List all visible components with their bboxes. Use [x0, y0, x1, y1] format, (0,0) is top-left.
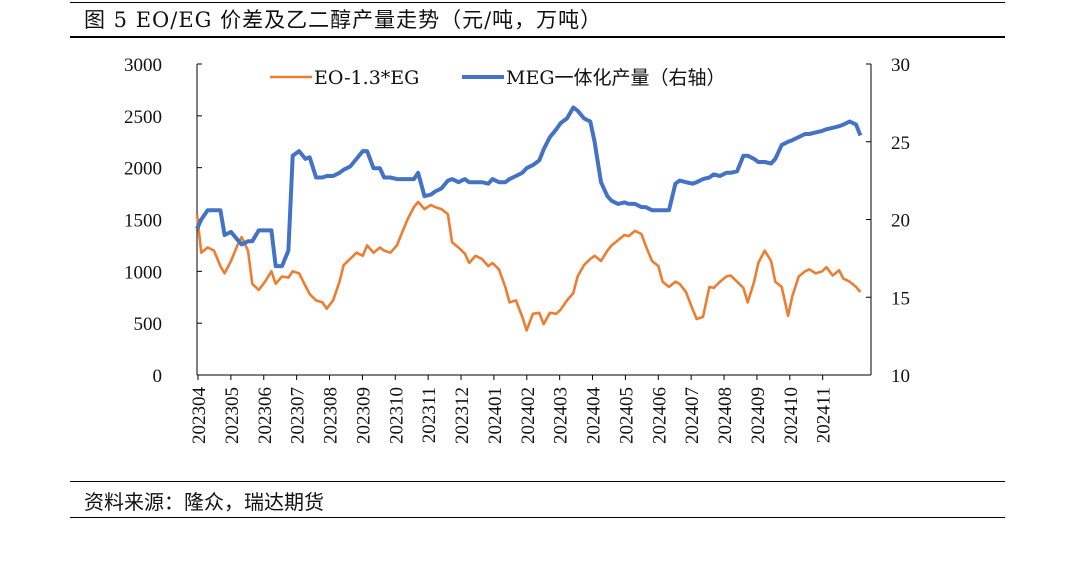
left-tick-label: 1500 — [124, 211, 162, 232]
left-tick-label: 2000 — [124, 159, 162, 180]
legend-spread-label: EO-1.3*EG — [314, 67, 419, 89]
eo-eg-spread-line — [195, 200, 862, 332]
right-tick-label: 10 — [891, 366, 910, 387]
x-tick-label: 202309 — [353, 387, 374, 444]
x-tick-label: 202411 — [814, 387, 835, 443]
x-tick-label: 202306 — [255, 387, 276, 444]
left-tick-label: 2500 — [124, 107, 162, 128]
x-tick-label: 202401 — [485, 387, 506, 444]
x-tick-label: 202304 — [189, 387, 210, 445]
source-top-rule — [70, 481, 1005, 482]
left-tick-label: 3000 — [124, 55, 162, 76]
x-tick-label: 202403 — [551, 387, 572, 444]
x-tick-label: 202308 — [321, 387, 342, 444]
x-tick-label: 202409 — [748, 387, 769, 444]
x-tick-label: 202402 — [518, 387, 539, 444]
x-tick-label: 202312 — [452, 387, 473, 444]
x-tick-label: 202408 — [715, 387, 736, 444]
right-tick-label: 30 — [891, 55, 910, 76]
x-tick-label: 202404 — [584, 387, 605, 445]
x-tick-label: 202410 — [781, 387, 802, 444]
top-rule — [70, 2, 1005, 3]
chart: 0 500 1000 1500 2000 2500 3000 10 15 20 25 30 202304… — [124, 55, 910, 445]
title-underline — [70, 36, 1005, 38]
x-tick-label: 202305 — [222, 387, 243, 444]
meg-output-line — [195, 105, 863, 269]
right-tick-label: 20 — [891, 211, 910, 232]
right-tick-label: 25 — [891, 133, 910, 154]
source-note: 资料来源：隆众，瑞达期货 — [84, 490, 324, 514]
x-tick-label: 202307 — [288, 387, 309, 444]
figure-title: 图 5 EO/EG 价差及乙二醇产量走势（元/吨，万吨） — [84, 8, 603, 32]
left-tick-label: 0 — [153, 366, 163, 387]
x-tick-label: 202406 — [649, 387, 670, 444]
x-tick-label: 202311 — [419, 387, 440, 443]
right-tick-label: 15 — [891, 288, 910, 309]
x-tick-label: 202405 — [616, 387, 637, 444]
left-tick-label: 500 — [134, 314, 163, 335]
bottom-rule — [70, 517, 1005, 518]
left-tick-label: 1000 — [124, 262, 162, 283]
x-tick-label: 202310 — [386, 387, 407, 444]
x-tick-label: 202407 — [682, 387, 703, 444]
legend-output-label: MEG一体化产量（右轴） — [506, 67, 726, 89]
